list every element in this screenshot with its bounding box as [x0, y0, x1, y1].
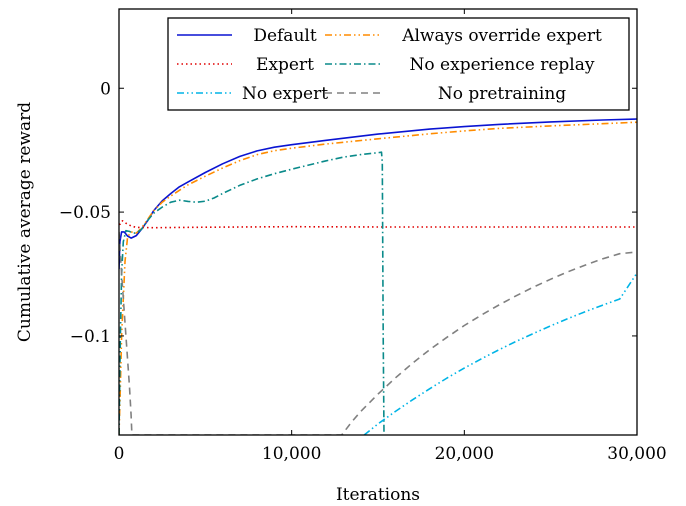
x-tick-label: 30,000	[607, 444, 666, 464]
legend-box	[167, 17, 630, 111]
x-tick-label: 10,000	[262, 444, 321, 464]
legend-label-5: No pretraining	[438, 84, 566, 104]
series-line-2	[119, 220, 637, 229]
legend-label-3: No experience replay	[410, 55, 595, 75]
series-layer	[119, 118, 637, 435]
legend-label-0: Default	[253, 26, 317, 46]
series-line-4	[363, 272, 637, 435]
x-tick-label: 0	[114, 444, 125, 464]
x-tick-label: 20,000	[435, 444, 494, 464]
plot-frame	[118, 8, 638, 436]
y-tick-label: −0.1	[70, 327, 111, 347]
x-axis-label: Iterations	[336, 485, 420, 505]
series-line-0	[119, 118, 637, 270]
series-line-5	[119, 231, 637, 435]
y-axis-label: Cumulative average reward	[15, 102, 35, 342]
legend-label-1: Always override expert	[401, 26, 602, 46]
axis-ticks: 0 10,000 20,000 30,000 0 −0.05 −0.1	[59, 9, 667, 464]
series-line-1	[119, 121, 637, 435]
y-tick-label: 0	[100, 79, 111, 99]
legend-label-4: No expert	[242, 84, 328, 104]
series-line-3	[119, 151, 385, 435]
legend-label-2: Expert	[256, 55, 314, 75]
y-tick-label: −0.05	[59, 203, 111, 223]
legend: Default Always override expert Expert No ex…	[167, 17, 630, 111]
